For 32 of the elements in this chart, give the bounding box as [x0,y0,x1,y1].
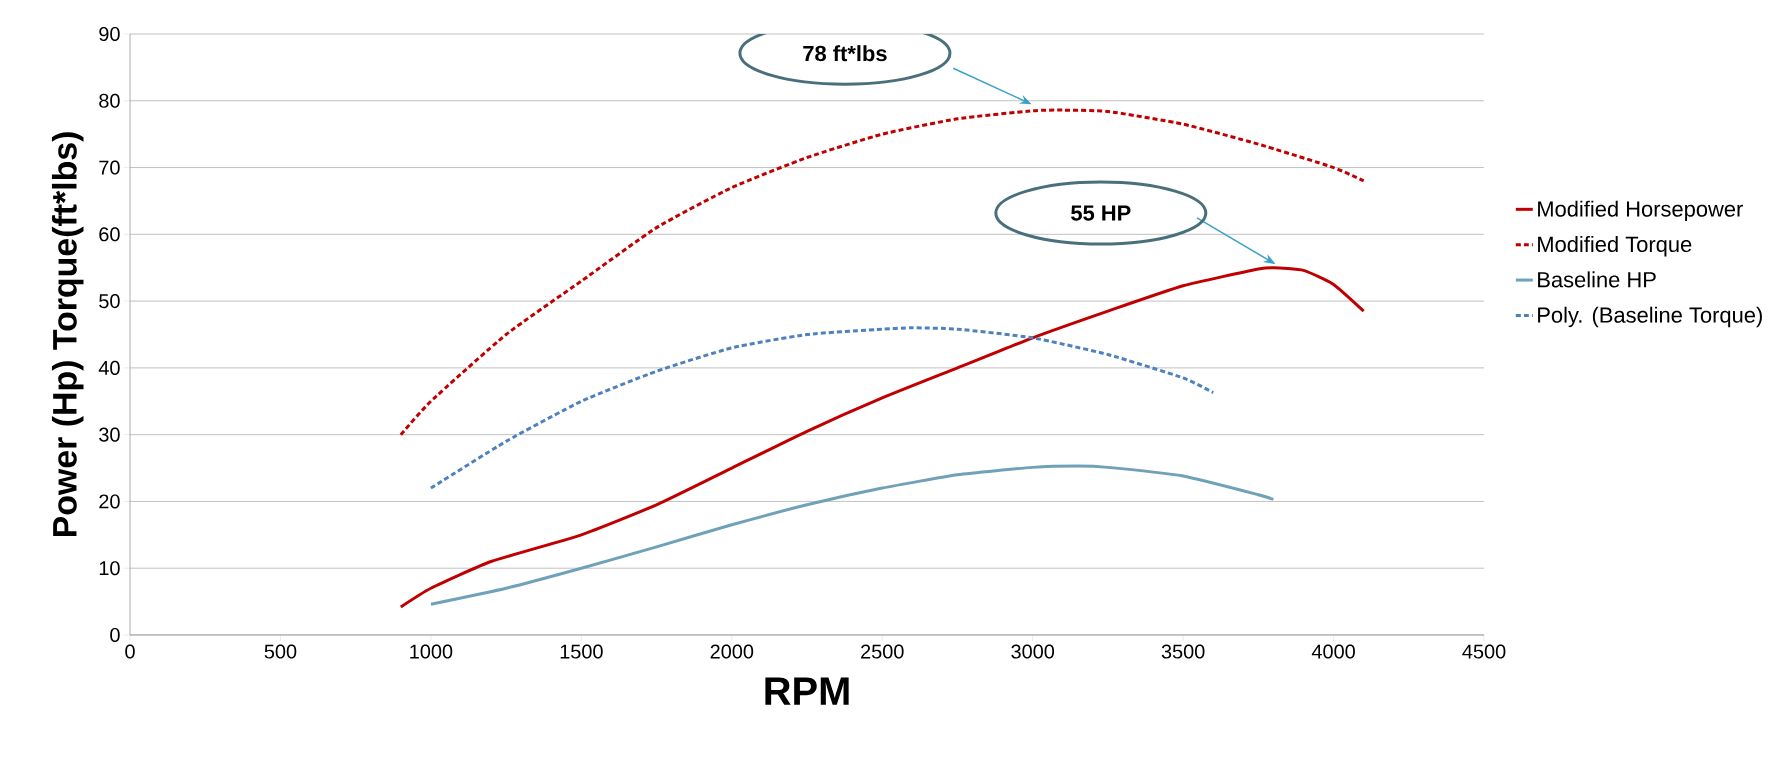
x-tick-label: 4000 [1311,644,1355,659]
y-tick-label: 90 [99,26,120,42]
legend-label: Modified Horsepower [1538,200,1743,222]
y-tick-label: 80 [99,93,120,108]
y-axis-title: Power (Hp) Torque(ft*lbs) [51,132,84,537]
y-tick-label: 0 [110,627,120,643]
x-tick-label: 2000 [710,644,754,659]
legend-label: Baseline HP [1538,271,1656,288]
x-axis-title: RPM [765,677,849,705]
y-tick-label: 40 [98,360,120,375]
legend-label: Poly. (Baseline Torque) [1538,306,1762,328]
y-tick-label: 50 [99,294,120,309]
x-tick-label: 0 [125,644,135,659]
annotation: 55 HP [1071,205,1131,221]
x-tick-label: 3500 [1161,644,1205,659]
line-series [429,326,1215,490]
x-tick-label: 3000 [1011,644,1055,659]
x-tick-label: 2500 [861,644,904,659]
annotation: 78 ft*lbs [803,45,887,62]
line-series [399,266,1366,609]
x-tick-label: 1000 [410,644,453,659]
y-tick-label: 10 [99,561,120,576]
y-tick-label: 70 [99,160,120,175]
legend-label: Modified Torque [1538,235,1692,257]
y-tick-label: 30 [99,427,120,442]
x-tick-label: 4500 [1462,644,1506,659]
y-tick-label: 60 [99,227,120,242]
line-series [429,464,1275,606]
y-tick-label: 20 [99,494,120,509]
x-tick-label: 1500 [560,644,603,659]
x-tick-label: 500 [264,644,297,659]
line-series [399,108,1366,437]
